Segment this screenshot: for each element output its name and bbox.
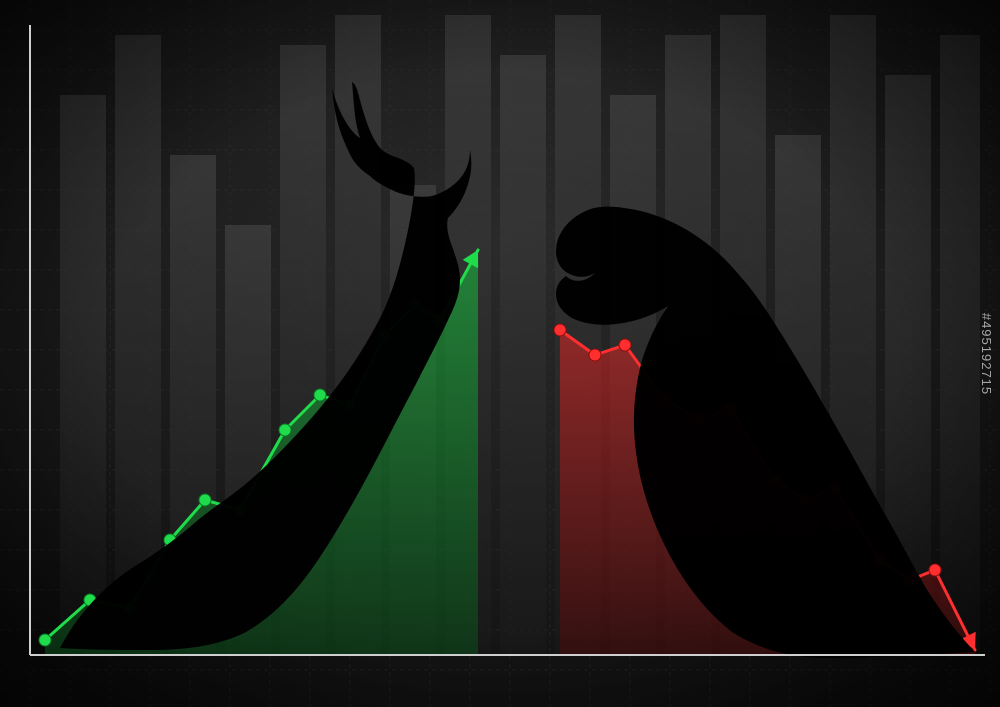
stock-id-watermark: #495192715 [979, 312, 994, 394]
bull-bear-chart [0, 0, 1000, 707]
chart-stage: #495192715 [0, 0, 1000, 707]
